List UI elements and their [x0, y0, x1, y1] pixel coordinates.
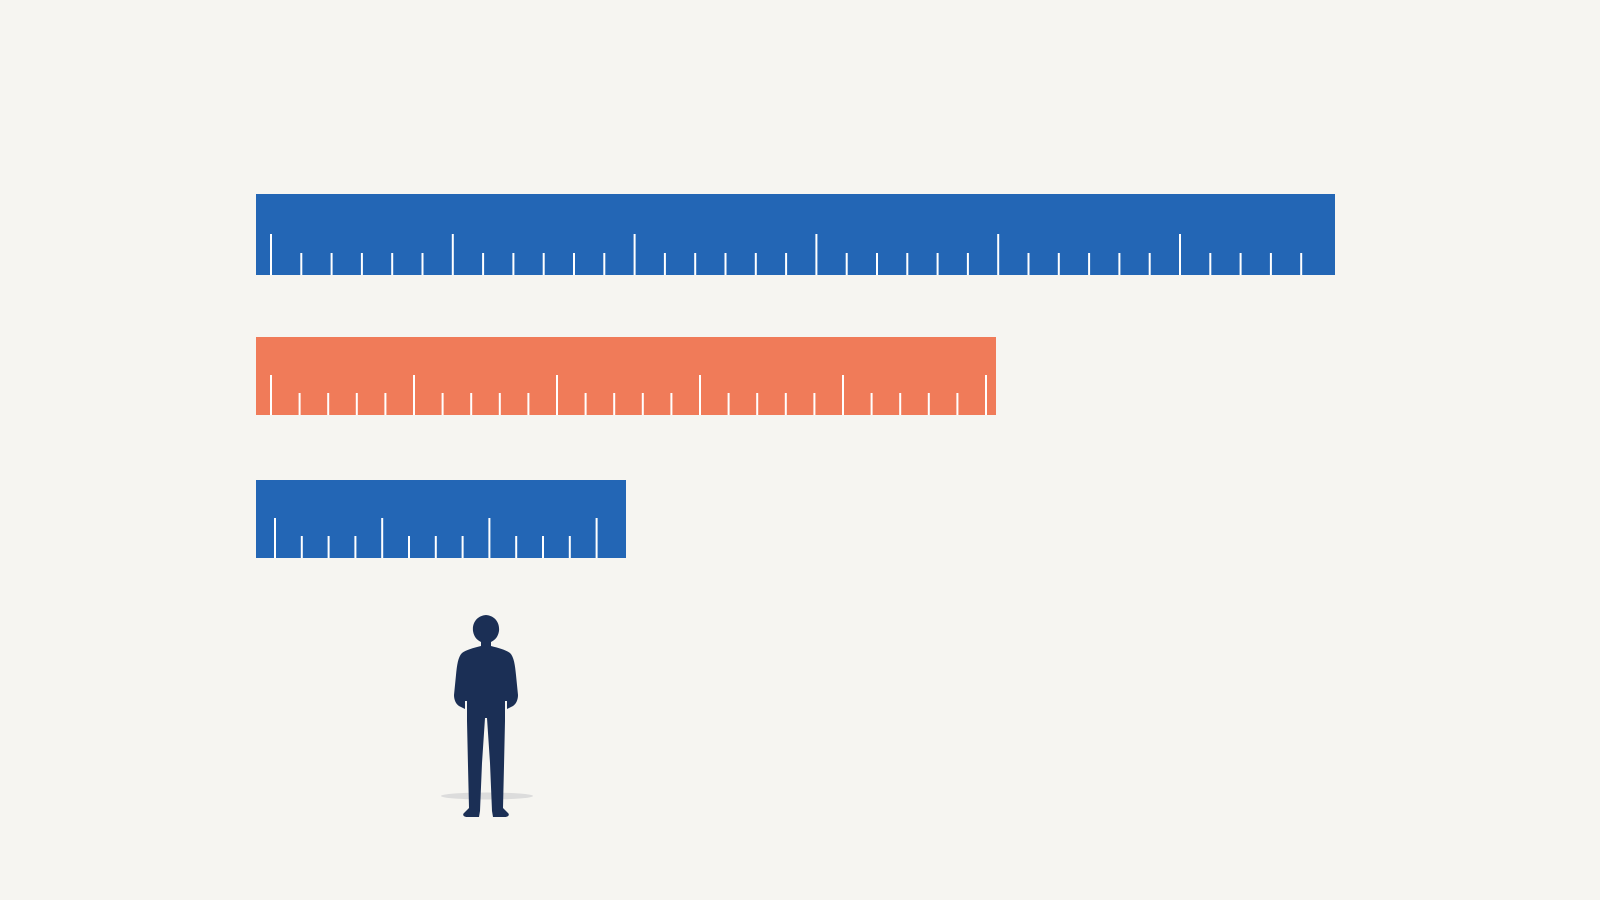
ruler-bar-medium [256, 337, 996, 415]
ruler-bar-long [256, 194, 1335, 275]
person-shadow [441, 792, 533, 800]
person [441, 615, 533, 817]
ruler-ticks [270, 234, 1303, 558]
person-figure [454, 615, 518, 817]
ruler-bar-short [256, 480, 626, 558]
